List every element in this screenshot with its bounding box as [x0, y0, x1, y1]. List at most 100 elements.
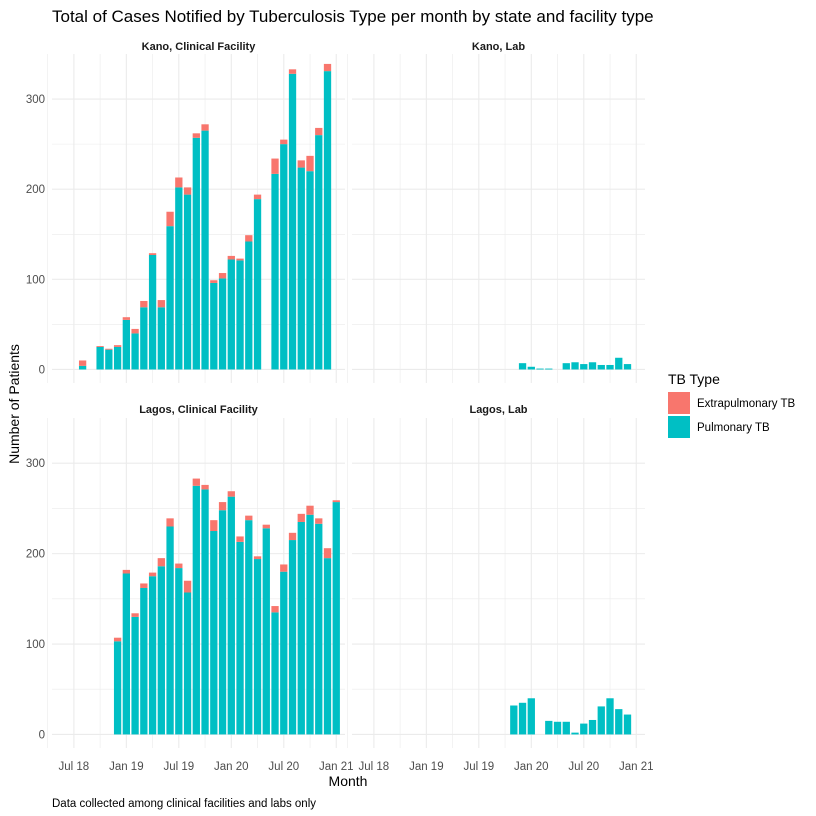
bar-extrapulmonary — [253, 194, 262, 200]
bar-extrapulmonary — [323, 63, 332, 72]
legend-key-extrapulmonary-tb — [668, 392, 690, 414]
bar-pulmonary — [157, 307, 165, 370]
gridlines — [347, 54, 645, 383]
panel-lagos-clinical-facility: Lagos, Clinical Facility 0 100 200 300 Jul 18… — [26, 404, 354, 773]
bar-pulmonary — [122, 319, 130, 370]
bar-pulmonary — [218, 278, 227, 370]
legend-key-pulmonary-tb — [668, 416, 690, 438]
bar-extrapulmonary — [148, 253, 157, 256]
bar-pulmonary — [553, 721, 562, 735]
bar-extrapulmonary — [131, 328, 139, 334]
bar-extrapulmonary — [183, 187, 192, 195]
bar-extrapulmonary — [201, 484, 209, 490]
y-axis-title: Number of Patients — [6, 344, 22, 464]
bar-extrapulmonary — [227, 491, 235, 497]
gridlines — [347, 418, 645, 748]
bar-pulmonary — [253, 199, 262, 370]
bars — [510, 698, 632, 735]
bar-pulmonary — [562, 363, 570, 370]
bar-pulmonary — [113, 346, 122, 370]
bar-pulmonary — [527, 366, 535, 370]
x-axis-title: Month — [329, 773, 368, 789]
bar-extrapulmonary — [183, 580, 192, 593]
bar-pulmonary — [245, 520, 253, 735]
bar-extrapulmonary — [271, 158, 279, 174]
bar-extrapulmonary — [148, 572, 157, 577]
bar-pulmonary — [306, 514, 314, 735]
bar-pulmonary — [527, 698, 535, 735]
bar-pulmonary — [510, 705, 518, 735]
bar-extrapulmonary — [175, 177, 183, 188]
x-tick-label: Jan 20 — [514, 761, 549, 773]
x-tick-label: Jan 19 — [409, 761, 444, 773]
bar-pulmonary — [588, 362, 597, 370]
bar-extrapulmonary — [297, 513, 305, 522]
panel-strip-label: Lagos, Clinical Facility — [139, 404, 258, 416]
facet-panels: Kano, Clinical Facility 0 100 200 300 Kano, L… — [26, 41, 654, 773]
bar-pulmonary — [536, 368, 544, 370]
bar-pulmonary — [166, 526, 174, 735]
bar-pulmonary — [157, 566, 165, 735]
bar-pulmonary — [210, 531, 218, 735]
y-tick-label: 0 — [39, 364, 45, 376]
bar-extrapulmonary — [332, 500, 340, 503]
panel-strip-label: Kano, Clinical Facility — [142, 41, 257, 53]
bar-extrapulmonary — [315, 518, 323, 524]
bar-extrapulmonary — [227, 255, 235, 260]
bar-pulmonary — [131, 616, 139, 735]
bar-extrapulmonary — [157, 558, 165, 567]
bar-extrapulmonary — [280, 139, 288, 145]
bar-pulmonary — [227, 496, 235, 735]
bar-extrapulmonary — [297, 160, 305, 168]
bar-extrapulmonary — [78, 360, 87, 366]
bar-extrapulmonary — [262, 524, 270, 529]
bar-pulmonary — [175, 568, 183, 735]
bar-pulmonary — [571, 362, 579, 370]
bar-pulmonary — [297, 521, 305, 735]
bar-pulmonary — [192, 137, 200, 370]
bar-pulmonary — [597, 706, 605, 735]
bar-pulmonary — [140, 307, 148, 370]
y-tick-label: 100 — [26, 274, 45, 286]
bars — [518, 357, 632, 370]
x-tick-label: Jul 20 — [568, 761, 599, 773]
bar-pulmonary — [175, 187, 183, 370]
bar-pulmonary — [253, 559, 262, 735]
y-tick-label: 100 — [26, 639, 45, 651]
bar-extrapulmonary — [306, 155, 314, 172]
bar-pulmonary — [288, 540, 297, 735]
bar-extrapulmonary — [280, 564, 288, 572]
bar-extrapulmonary — [288, 69, 297, 74]
bar-extrapulmonary — [218, 502, 227, 511]
bar-extrapulmonary — [306, 505, 314, 515]
bar-extrapulmonary — [201, 124, 209, 131]
bar-extrapulmonary — [175, 563, 183, 569]
bar-pulmonary — [236, 260, 244, 370]
bar-pulmonary — [323, 558, 332, 735]
x-tick-label: Jan 21 — [319, 761, 354, 773]
bar-pulmonary — [615, 357, 623, 370]
bar-extrapulmonary — [245, 515, 253, 521]
x-tick-label: Jul 19 — [463, 761, 494, 773]
bar-pulmonary — [518, 702, 527, 735]
panel-kano-lab: Kano, Lab — [347, 41, 645, 383]
bar-pulmonary — [280, 144, 288, 370]
bar-pulmonary — [105, 349, 113, 370]
bar-extrapulmonary — [122, 569, 130, 574]
bar-extrapulmonary — [245, 235, 253, 242]
bar-pulmonary — [545, 720, 553, 735]
bar-pulmonary — [623, 714, 632, 735]
bars — [113, 478, 340, 735]
bar-pulmonary — [262, 528, 270, 735]
x-tick-label: Jul 20 — [268, 761, 299, 773]
bar-pulmonary — [166, 226, 174, 370]
bar-extrapulmonary — [323, 548, 332, 559]
bar-extrapulmonary — [96, 346, 104, 347]
bar-extrapulmonary — [192, 133, 200, 138]
panel-strip-label: Kano, Lab — [472, 41, 525, 53]
bar-pulmonary — [332, 502, 340, 735]
x-tick-label: Jan 20 — [214, 761, 249, 773]
bar-pulmonary — [183, 592, 192, 735]
bar-pulmonary — [271, 612, 279, 735]
